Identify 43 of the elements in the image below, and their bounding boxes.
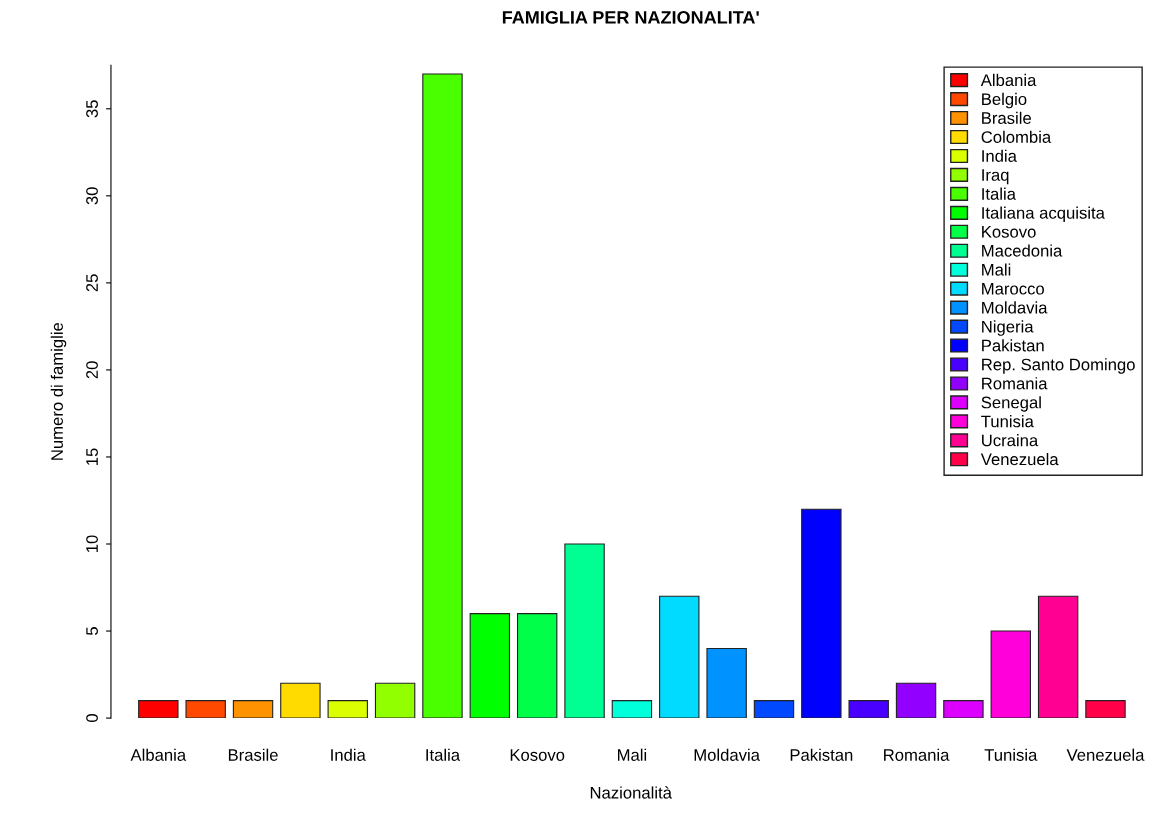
y-tick-label: 20 xyxy=(86,361,98,379)
legend-label: Italia xyxy=(982,187,1016,200)
chart-title: FAMIGLIA PER NAZIONALITA' xyxy=(502,11,759,24)
legend-label: Romania xyxy=(982,377,1048,390)
legend-label: Macedonia xyxy=(982,244,1063,257)
x-tick-label: Romania xyxy=(884,748,950,761)
y-tick-label: 5 xyxy=(86,627,98,636)
y-tick-label: 10 xyxy=(86,535,98,552)
x-axis-title: Nazionalità xyxy=(590,786,672,799)
legend-label: Brasile xyxy=(982,111,1031,124)
legend-label: Kosovo xyxy=(982,226,1036,238)
y-tick-label: 15 xyxy=(86,448,98,465)
legend-label: Venezuela xyxy=(980,453,1059,466)
legend-label: Albania xyxy=(980,73,1037,87)
legend-label: Tunisia xyxy=(981,415,1034,428)
x-tick-label: Kosovo xyxy=(510,749,565,761)
y-tick-label: 30 xyxy=(86,187,98,205)
x-tick-label: Brasile xyxy=(228,748,278,761)
legend-label: Moldavia xyxy=(982,301,1048,314)
legend-label: Marocco xyxy=(982,282,1044,295)
legend-label: Pakistan xyxy=(982,339,1044,352)
x-tick-label: Pakistan xyxy=(790,748,853,761)
legend-label: India xyxy=(982,149,1017,162)
legend-label: Iraq xyxy=(982,169,1009,185)
legend-label: Rep. Santo Domingo xyxy=(982,358,1135,374)
x-tick-label: Mali xyxy=(617,748,647,761)
x-tick-label: Italia xyxy=(426,748,461,761)
legend-label: Colombia xyxy=(981,130,1052,143)
x-tick-label: India xyxy=(331,748,366,761)
legend-label: Belgio xyxy=(982,92,1027,109)
x-tick-label: Venezuela xyxy=(1066,748,1145,761)
legend-label: Ucraina xyxy=(982,434,1039,447)
y-axis-title: Numero di famiglie xyxy=(50,322,67,460)
legend-label: Mali xyxy=(982,263,1011,276)
y-tick-label: 35 xyxy=(86,100,98,118)
legend-label: Senegal xyxy=(981,396,1041,412)
legend-label: Nigeria xyxy=(982,320,1034,336)
y-tick-label: 25 xyxy=(86,274,98,292)
y-tick-label: 0 xyxy=(86,714,98,723)
x-tick-label: Tunisia xyxy=(984,748,1038,761)
x-tick-label: Albania xyxy=(130,748,187,761)
x-tick-label: Moldavia xyxy=(694,748,760,761)
legend-label: Italiana acquisita xyxy=(982,206,1105,223)
